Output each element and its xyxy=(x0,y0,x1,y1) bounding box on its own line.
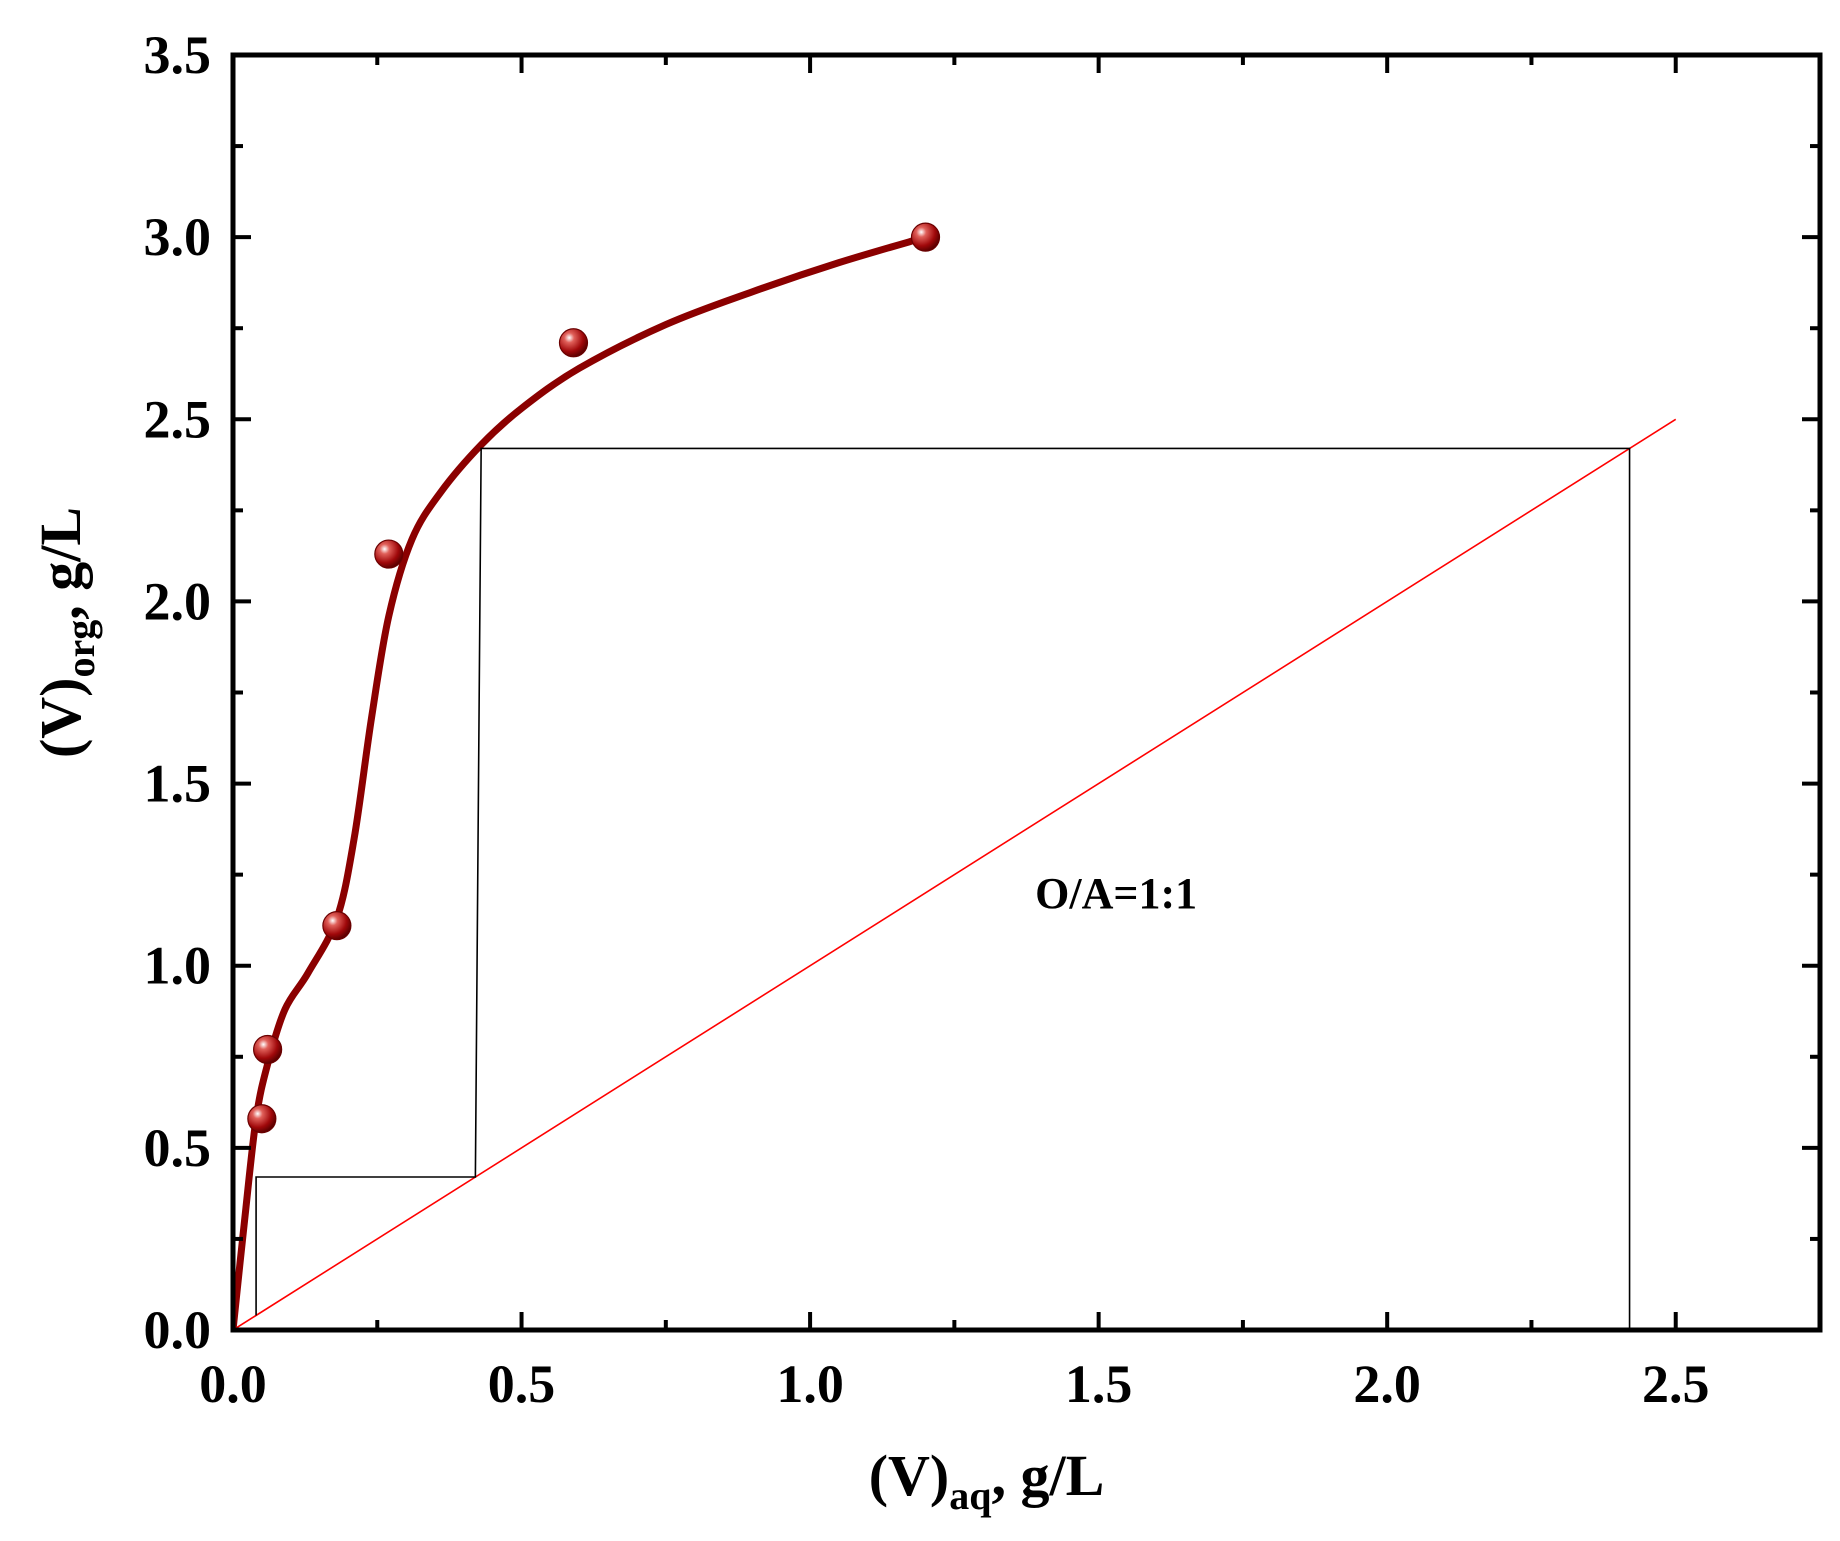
x-tick-label: 0.0 xyxy=(199,1354,267,1414)
y-tick-label: 2.0 xyxy=(144,571,212,631)
fit-curve xyxy=(233,233,930,1330)
x-tick-label: 2.0 xyxy=(1353,1354,1421,1414)
y-axis-title-main: (V) xyxy=(28,678,93,759)
data-point xyxy=(322,911,352,941)
plot-area xyxy=(233,222,1677,1330)
data-point xyxy=(247,1104,277,1134)
y-axis-title: (V)org, g/L xyxy=(28,507,103,758)
x-tick-label: 0.5 xyxy=(488,1354,556,1414)
x-axis-title-subscript: aq xyxy=(949,1473,991,1518)
y-tick-label: 1.0 xyxy=(144,936,212,996)
stage-step-lines xyxy=(255,447,1631,1330)
y-tick-label: 3.0 xyxy=(144,207,212,267)
annotation-label: O/A=1:1 xyxy=(1035,869,1197,918)
data-point xyxy=(253,1034,283,1065)
x-tick-label: 2.5 xyxy=(1642,1354,1710,1414)
y-tick-label: 2.5 xyxy=(144,389,212,449)
y-tick-label: 1.5 xyxy=(144,754,212,814)
y-axis-title-units: , g/L xyxy=(28,507,93,620)
data-point xyxy=(374,539,404,569)
y-tick-label: 0.0 xyxy=(144,1300,212,1360)
x-axis-title-main: (V) xyxy=(869,1443,950,1508)
x-tick-label: 1.0 xyxy=(776,1354,844,1414)
y-tick-label: 0.5 xyxy=(144,1118,212,1178)
operating-line xyxy=(233,418,1677,1330)
x-axis-title: (V)aq, g/L xyxy=(869,1443,1105,1518)
x-axis-title-units: , g/L xyxy=(991,1443,1104,1508)
plot-frame xyxy=(230,52,1823,1333)
y-axis-title-subscript: org xyxy=(58,620,103,678)
data-point xyxy=(910,222,941,252)
tick-labels-group: 0.0 0.5 1.0 1.5 2.0 2.5 0.0 0.5 1.0 1.5 2.0 2.5 3.0 3… xyxy=(144,25,1710,1414)
axes-group xyxy=(230,52,1823,1333)
data-point xyxy=(558,328,589,358)
y-tick-label: 3.5 xyxy=(144,25,212,85)
x-tick-label: 1.5 xyxy=(1065,1354,1133,1414)
